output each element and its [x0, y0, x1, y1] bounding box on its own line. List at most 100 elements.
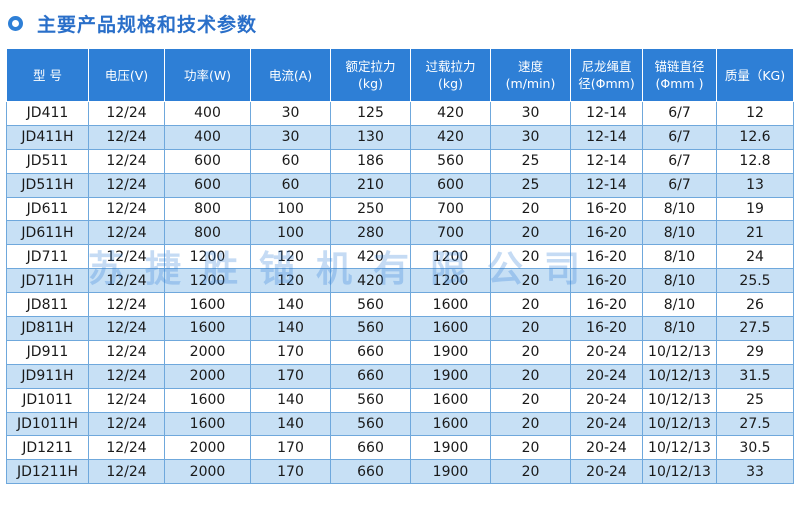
- table-cell: 420: [410, 101, 491, 126]
- table-row: JD611 12/24 800 100 250 700 20 16-20 8/10 19: [6, 196, 794, 222]
- table-cell: 30: [250, 124, 331, 150]
- table-cell: 20-24: [570, 387, 643, 413]
- column-header: 功率(W): [164, 48, 251, 102]
- table-cell: 25: [490, 172, 571, 198]
- table-cell: 6/7: [642, 148, 717, 174]
- table-cell: 20: [490, 196, 571, 222]
- table-cell: 210: [330, 172, 411, 198]
- table-cell: 8/10: [642, 292, 717, 318]
- table-cell: 10/12/13: [642, 435, 717, 461]
- table-cell: 250: [330, 196, 411, 222]
- column-header: 速度 (m/min): [490, 48, 571, 102]
- table-header-row: 型 号电压(V) 功率(W) 电流(A) 额定拉力 (kg) 过载拉力 (kg) 速度 (…: [6, 48, 794, 102]
- table-cell: 170: [250, 363, 331, 389]
- table-cell: 280: [330, 220, 411, 246]
- table-row: JD511H 12/24 600 60 210 600 25 12-14 6/7 13: [6, 172, 794, 198]
- table-cell: 700: [410, 196, 491, 222]
- table-cell: 20: [490, 268, 571, 294]
- table-row: JD911H 12/24 2000 170 660 1900 20 20-24 10/12/13…: [6, 363, 794, 389]
- table-cell: 12/24: [88, 459, 165, 485]
- table-cell: 6/7: [642, 172, 717, 198]
- table-cell: 25: [490, 148, 571, 174]
- table-body: JD411 12/24 400 30 125 420 30 12-14 6/7 12 JD411H 1…: [6, 101, 794, 485]
- table-row: JD811 12/24 1600 140 560 1600 20 16-20 8/10 26: [6, 292, 794, 318]
- table-row: JD1011H 12/24 1600 140 560 1600 20 20-24 10/12/1…: [6, 411, 794, 437]
- table-cell: 12/24: [88, 268, 165, 294]
- table-cell: 25: [716, 387, 794, 413]
- table-cell: 130: [330, 124, 411, 150]
- table-cell: 16-20: [570, 268, 643, 294]
- table-cell: 1600: [410, 292, 491, 318]
- table-cell: 20: [490, 459, 571, 485]
- table-cell: 12/24: [88, 196, 165, 222]
- table-cell: 20: [490, 220, 571, 246]
- table-cell: 27.5: [716, 316, 794, 341]
- table-cell: 10/12/13: [642, 339, 717, 365]
- table-cell: 16-20: [570, 244, 643, 270]
- table-cell: 12/24: [88, 316, 165, 341]
- table-cell: 12/24: [88, 339, 165, 365]
- table-cell: 560: [330, 292, 411, 318]
- table-cell: 2000: [164, 339, 251, 365]
- table-cell: 33: [716, 459, 794, 485]
- table-cell: 10/12/13: [642, 459, 717, 485]
- table-cell: 20: [490, 292, 571, 318]
- table-row: JD511 12/24 600 60 186 560 25 12-14 6/7 12.8: [6, 148, 794, 174]
- table-cell: 19: [716, 196, 794, 222]
- table-cell: 600: [164, 172, 251, 198]
- table-cell: 12/24: [88, 148, 165, 174]
- table-cell: 660: [330, 339, 411, 365]
- table-cell: 100: [250, 220, 331, 246]
- table-cell: 660: [330, 363, 411, 389]
- title-bar: 主要产品规格和技术参数: [8, 6, 257, 40]
- table-cell: 140: [250, 292, 331, 318]
- table-cell: 400: [164, 101, 251, 126]
- table-cell: 26: [716, 292, 794, 318]
- table-cell: 1900: [410, 363, 491, 389]
- table-cell: 170: [250, 459, 331, 485]
- table-cell: 12/24: [88, 292, 165, 318]
- table-cell: 560: [330, 316, 411, 341]
- table-cell: 30: [490, 101, 571, 126]
- table-cell: 140: [250, 316, 331, 341]
- table-cell: 16-20: [570, 196, 643, 222]
- table-row: JD711H 12/24 1200 120 420 1200 20 16-20 8/10 25.5: [6, 268, 794, 294]
- table-cell: 27.5: [716, 411, 794, 437]
- table-cell: 20: [490, 244, 571, 270]
- table-cell: 30: [490, 124, 571, 150]
- table-cell: 16-20: [570, 316, 643, 341]
- table-cell: 800: [164, 196, 251, 222]
- table-cell: 660: [330, 435, 411, 461]
- table-cell: 2000: [164, 459, 251, 485]
- table-cell: JD511: [6, 148, 89, 174]
- table-cell: 16-20: [570, 220, 643, 246]
- table-cell: 170: [250, 339, 331, 365]
- table-cell: JD1211: [6, 435, 89, 461]
- table-cell: 20: [490, 411, 571, 437]
- column-header: 尼龙绳直 径(Φmm): [570, 48, 643, 102]
- table-cell: 24: [716, 244, 794, 270]
- table-cell: 13: [716, 172, 794, 198]
- table-cell: 560: [410, 148, 491, 174]
- table-cell: 1600: [164, 387, 251, 413]
- table-cell: 12/24: [88, 244, 165, 270]
- table-row: JD411H 12/24 400 30 130 420 30 12-14 6/7 12.6: [6, 124, 794, 150]
- table-cell: 29: [716, 339, 794, 365]
- table-cell: JD1011H: [6, 411, 89, 437]
- table-cell: 100: [250, 196, 331, 222]
- table-cell: JD811H: [6, 316, 89, 341]
- table-cell: 12/24: [88, 124, 165, 150]
- table-cell: 20-24: [570, 435, 643, 461]
- table-cell: 20-24: [570, 411, 643, 437]
- table-cell: JD411H: [6, 124, 89, 150]
- table-cell: 600: [164, 148, 251, 174]
- table-cell: JD711H: [6, 268, 89, 294]
- table-row: JD1211 12/24 2000 170 660 1900 20 20-24 10/12/13…: [6, 435, 794, 461]
- table-row: JD911 12/24 2000 170 660 1900 20 20-24 10/12/13 2…: [6, 339, 794, 365]
- table-cell: JD811: [6, 292, 89, 318]
- table-row: JD411 12/24 400 30 125 420 30 12-14 6/7 12: [6, 101, 794, 126]
- table-cell: 20: [490, 435, 571, 461]
- table-cell: 20: [490, 363, 571, 389]
- table-cell: 140: [250, 411, 331, 437]
- table-cell: 12-14: [570, 148, 643, 174]
